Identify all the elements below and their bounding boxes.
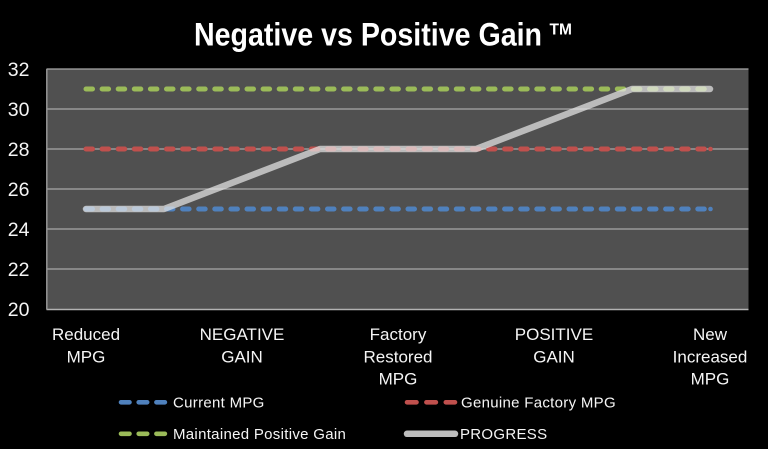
- svg-text:22: 22: [8, 259, 30, 281]
- svg-text:Reduced: Reduced: [52, 325, 120, 344]
- svg-text:26: 26: [8, 179, 30, 201]
- svg-text:Negative vs Positive Gain: Negative vs Positive Gain: [194, 17, 542, 53]
- svg-text:GAIN: GAIN: [533, 348, 575, 367]
- svg-text:32: 32: [8, 59, 30, 81]
- svg-text:PROGRESS: PROGRESS: [460, 426, 547, 443]
- svg-text:Restored: Restored: [364, 348, 433, 367]
- svg-text:TM: TM: [550, 22, 572, 39]
- svg-text:20: 20: [8, 299, 30, 321]
- svg-text:MPG: MPG: [379, 370, 418, 389]
- svg-text:28: 28: [8, 139, 30, 161]
- svg-text:MPG: MPG: [691, 370, 730, 389]
- svg-text:New: New: [693, 325, 728, 344]
- svg-text:24: 24: [8, 219, 30, 241]
- svg-text:POSITIVE: POSITIVE: [515, 325, 593, 344]
- svg-text:Increased: Increased: [673, 348, 748, 367]
- svg-text:Maintained Positive Gain: Maintained Positive Gain: [173, 426, 346, 443]
- svg-text:Factory: Factory: [370, 325, 427, 344]
- svg-text:30: 30: [8, 99, 30, 121]
- svg-text:GAIN: GAIN: [221, 348, 263, 367]
- svg-text:MPG: MPG: [67, 348, 106, 367]
- svg-text:NEGATIVE: NEGATIVE: [200, 325, 285, 344]
- svg-text:Current MPG: Current MPG: [173, 395, 265, 412]
- svg-text:Genuine Factory MPG: Genuine Factory MPG: [461, 395, 616, 412]
